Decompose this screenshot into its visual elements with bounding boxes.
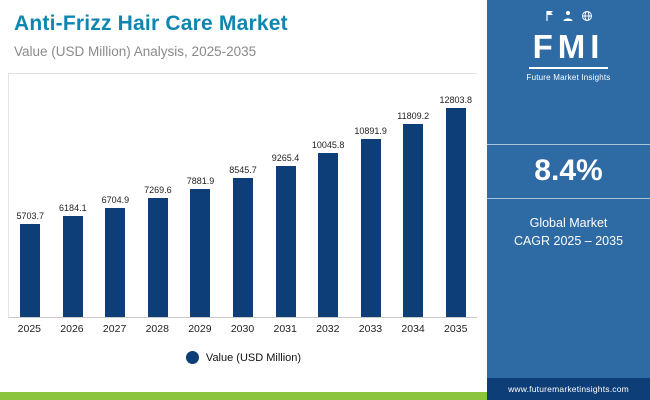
chart-header: Anti-Frizz Hair Care Market Value (USD M… [0,0,487,59]
bar-group: 9265.4 [264,153,307,317]
x-axis-tick: 2026 [60,323,84,335]
bar [403,124,424,317]
x-axis-tick: 2031 [273,323,297,335]
x-axis-tick: 2034 [401,323,425,335]
globe-icon [581,9,593,27]
chart-legend: Value (USD Million) [0,351,487,364]
bar-value-label: 6184.1 [59,203,87,214]
cagr-value: 8.4% [534,153,603,187]
x-axis-tick: 2027 [102,323,127,335]
bottom-green-bar [0,392,487,400]
bar-group: 5703.7 [9,211,52,317]
x-axis-tick: 2030 [230,323,255,335]
logo-text: FMI [528,29,609,69]
bar-group: 8545.7 [222,165,265,317]
bar-value-label: 6704.9 [101,194,130,205]
fmi-logo: FMI Future Market Insights [527,9,611,82]
bar-value-label: 10891.9 [354,126,387,137]
bar-group: 12803.8 [434,95,477,317]
bar-value-label: 7881.9 [186,175,215,186]
bar [147,198,168,317]
x-axis-labels: 2025 2026 2027 2028 2029 2030 2031 2032 2033 2034… [8,318,477,335]
bar-value-label: 5703.7 [16,211,45,221]
bar-value-label: 7269.6 [144,185,172,196]
divider-bottom [487,197,650,199]
bar [105,207,126,317]
logo-icons [544,9,593,27]
page-subtitle: Value (USD Million) Analysis, 2025-2035 [14,44,257,59]
bar-value-label: 11809.2 [397,111,430,122]
x-axis-tick: 2032 [316,323,340,335]
bar-group: 10045.8 [307,140,350,317]
bar-group: 6704.9 [94,195,137,317]
bar [20,224,41,317]
x-axis-tick: 2033 [358,323,383,335]
x-axis-tick: 2025 [17,323,41,335]
cagr-label-line2: CAGR 2025 – 2035 [513,234,624,249]
legend-label: Value (USD Million) [205,351,302,364]
legend-marker-icon [185,351,199,364]
bar-value-label: 10045.8 [311,140,345,151]
bar [190,188,211,317]
bar-group: 6184.1 [52,203,95,317]
bar-group: 11809.2 [392,111,435,317]
logo-subtext: Future Market Insights [526,72,611,82]
bar-group: 10891.9 [349,126,392,317]
flag-icon [544,9,555,27]
bar-value-label: 9265.4 [271,152,300,163]
cagr-label: Global Market CAGR 2025 – 2035 [487,214,650,252]
page-title: Anti-Frizz Hair Care Market [14,12,288,35]
bar [360,139,381,317]
x-axis-tick: 2035 [444,323,468,335]
cagr-label-line1: Global Market [529,215,608,230]
x-axis-tick: 2028 [145,323,169,335]
bar [233,177,253,317]
bar [445,108,466,317]
bar-value-label: 12803.8 [439,95,473,106]
bar [275,165,296,317]
bar-group: 7881.9 [179,175,222,317]
bar-plot: 5703.7 6184.1 6704.9 7269.6 7881.9 8545.7 9265… [8,73,477,318]
website-link[interactable]: www.futuremarketinsights.com [487,378,650,400]
bar [318,153,339,317]
cagr-section: 8.4% Global Market CAGR 2025 – 2035 [487,143,650,252]
x-axis-tick: 2029 [188,323,212,335]
divider-top [487,143,650,145]
right-panel: FMI Future Market Insights 8.4% Global M… [487,0,650,400]
bar-chart: 5703.7 6184.1 6704.9 7269.6 7881.9 8545.7 9265… [8,73,477,335]
chart-section: Anti-Frizz Hair Care Market Value (USD M… [0,0,487,400]
bar-value-label: 8545.7 [229,164,257,175]
bar-group: 7269.6 [137,185,180,317]
bar [62,216,83,317]
person-icon [562,9,574,27]
